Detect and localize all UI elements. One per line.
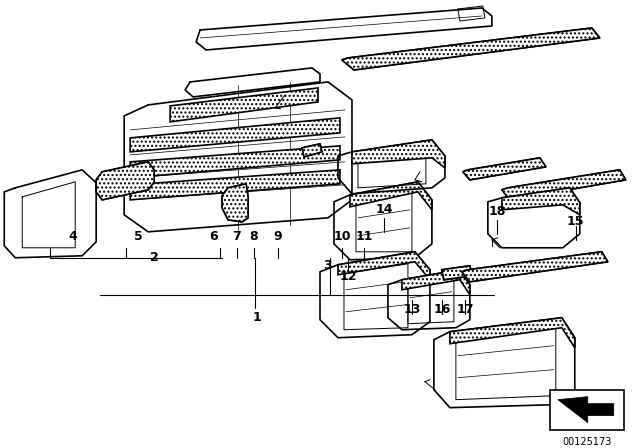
Polygon shape	[96, 162, 154, 200]
Polygon shape	[450, 318, 575, 348]
Polygon shape	[302, 144, 322, 157]
Text: 18: 18	[488, 205, 506, 218]
Text: 15: 15	[567, 215, 584, 228]
Text: 4: 4	[69, 230, 77, 243]
Polygon shape	[502, 170, 626, 200]
Polygon shape	[463, 158, 546, 180]
Bar	[550, 390, 624, 430]
Text: 14: 14	[375, 203, 393, 216]
Polygon shape	[402, 270, 470, 295]
Text: 17: 17	[456, 303, 474, 316]
Text: 16: 16	[433, 303, 451, 316]
Polygon shape	[130, 146, 340, 178]
Text: 12: 12	[339, 270, 356, 283]
Polygon shape	[130, 118, 340, 152]
Text: 1: 1	[253, 311, 261, 324]
Polygon shape	[222, 184, 248, 222]
Polygon shape	[442, 266, 472, 280]
Text: 7: 7	[232, 230, 241, 243]
Text: 10: 10	[333, 230, 351, 243]
Text: 00125173: 00125173	[562, 437, 611, 447]
Polygon shape	[350, 182, 432, 210]
Polygon shape	[352, 140, 445, 168]
Polygon shape	[338, 252, 430, 280]
Text: 6: 6	[209, 230, 218, 243]
Polygon shape	[130, 170, 340, 200]
Polygon shape	[502, 188, 580, 215]
Polygon shape	[462, 252, 608, 282]
Text: 8: 8	[250, 230, 259, 243]
Text: 9: 9	[274, 230, 282, 243]
Polygon shape	[170, 88, 318, 122]
Text: 13: 13	[403, 303, 420, 316]
Polygon shape	[342, 28, 600, 70]
Polygon shape	[558, 396, 614, 422]
Text: 2: 2	[150, 251, 159, 264]
Text: 3: 3	[324, 259, 332, 272]
Text: 5: 5	[134, 230, 143, 243]
Text: 11: 11	[355, 230, 372, 243]
